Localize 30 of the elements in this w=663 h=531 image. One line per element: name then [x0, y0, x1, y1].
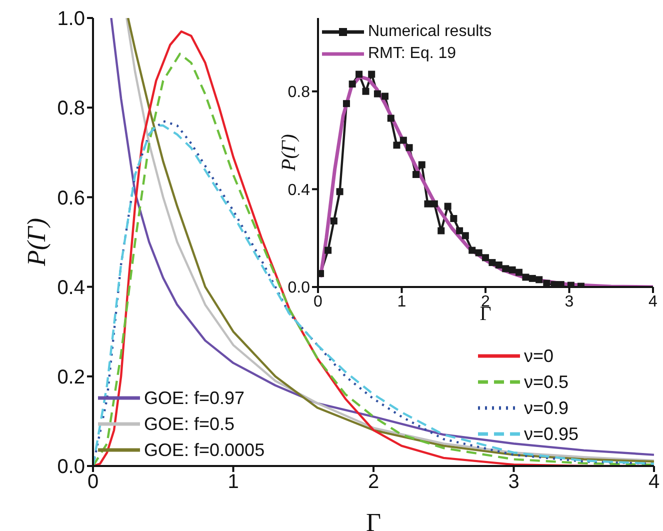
legend-label: GOE: f=0.0005 [144, 440, 265, 460]
x-tick-label: 3 [508, 471, 520, 494]
legend-label: Numerical results [368, 23, 492, 41]
legend-label: ν=0.5 [524, 372, 569, 392]
legend-label: GOE: f=0.5 [144, 414, 235, 434]
x-tick-label: 3 [564, 293, 574, 310]
x-axis-title: Γ [366, 508, 382, 531]
x-tick-label: 1 [397, 293, 406, 310]
legend-label: ν=0.9 [524, 398, 569, 418]
legend-label: RMT: Eq. 19 [368, 45, 456, 63]
y-tick-label: 0.6 [57, 187, 85, 210]
y-axis-title: P(Γ) [278, 134, 300, 172]
legend-label: ν=0.95 [524, 424, 579, 444]
x-tick-label: 4 [648, 293, 658, 310]
y-tick-label: 0.8 [288, 84, 310, 102]
x-tick-label: 1 [228, 471, 239, 494]
y-tick-label: 0.4 [57, 276, 85, 299]
y-tick-label: 0.2 [57, 366, 85, 388]
y-tick-label: 0.0 [288, 280, 310, 297]
legend-label: ν=0 [524, 346, 554, 366]
x-tick-label: 4 [648, 471, 660, 494]
legend-label: GOE: f=0.97 [144, 388, 245, 408]
y-tick-label: 0.4 [288, 182, 310, 199]
x-tick-label: 0 [87, 471, 99, 494]
y-tick-label: 0.8 [57, 98, 85, 120]
x-tick-label: 0 [314, 293, 323, 310]
x-tick-label: 2 [368, 471, 380, 494]
y-axis-title: P(Γ) [22, 218, 52, 267]
y-tick-label: 1.0 [57, 8, 85, 30]
y-tick-label: 0.0 [57, 456, 85, 478]
